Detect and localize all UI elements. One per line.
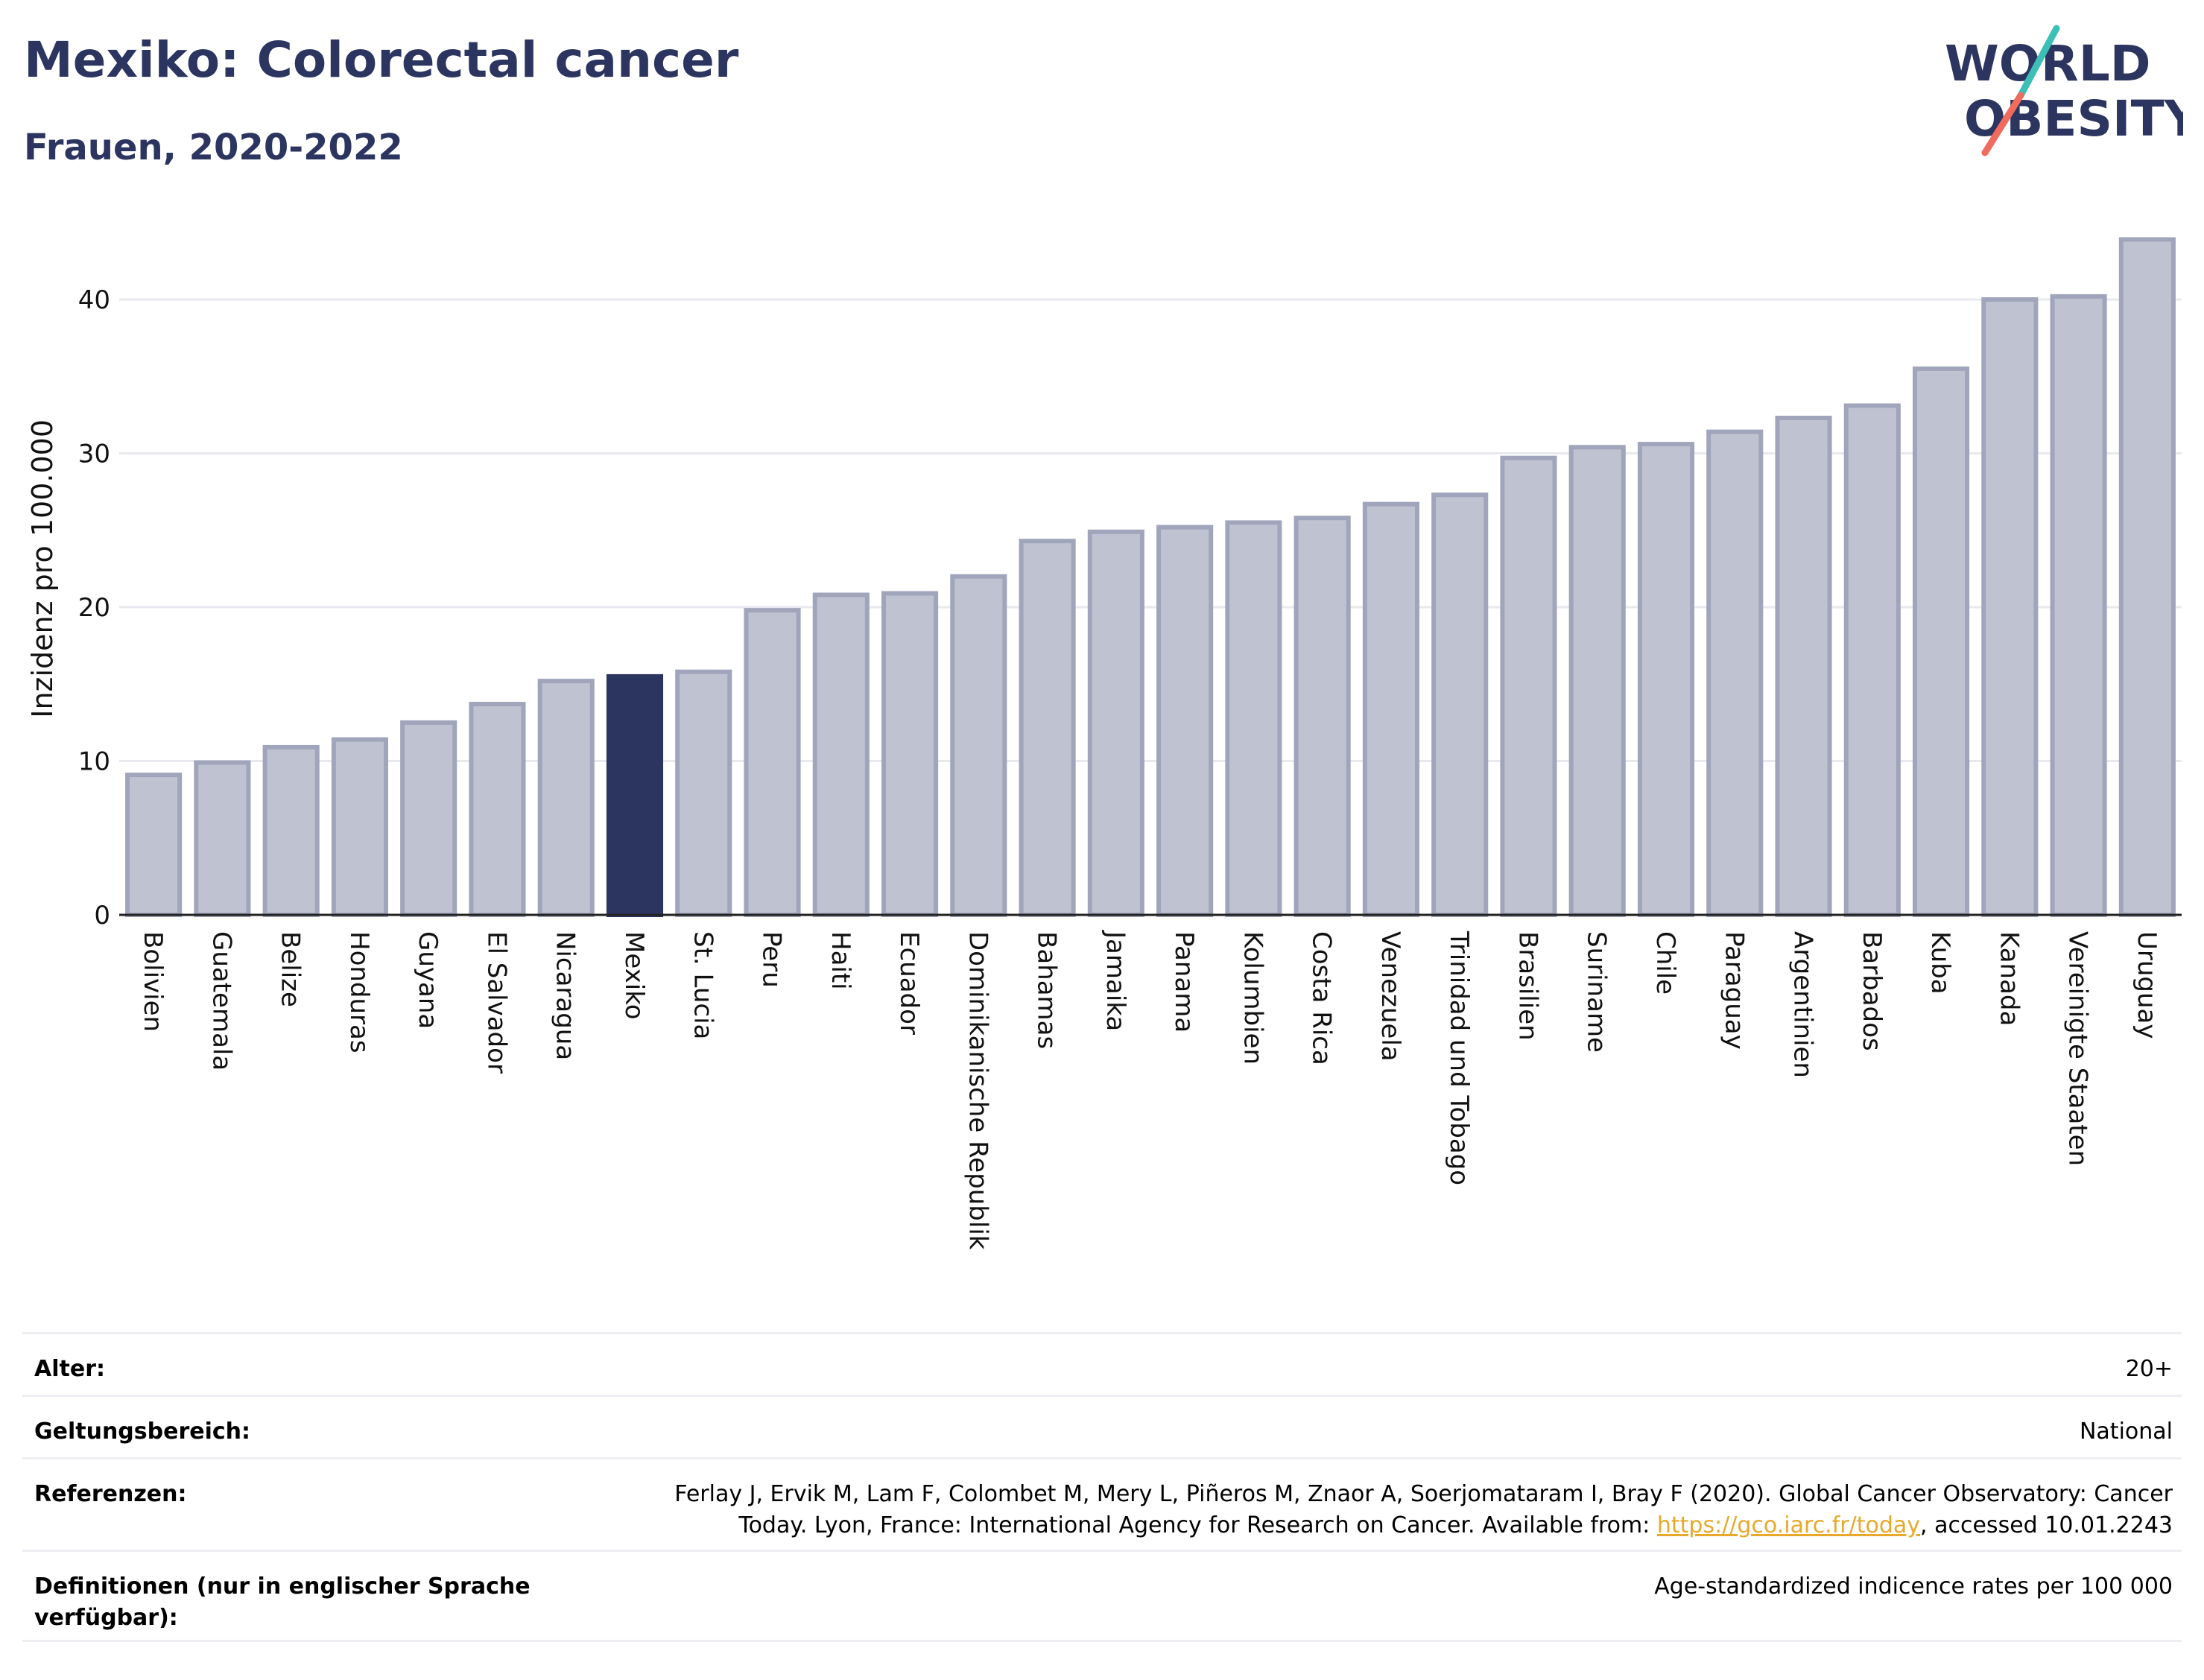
bar-ecuador[interactable]: [881, 591, 939, 917]
x-tick-label: Peru: [757, 931, 787, 988]
bar-guyana[interactable]: [400, 720, 457, 917]
y-axis-title: Inzidenz pro 100.000: [26, 419, 59, 718]
bar-uruguay[interactable]: [2118, 237, 2176, 917]
bar-kuba[interactable]: [1913, 366, 1970, 917]
x-tick-label: Paraguay: [1719, 931, 1749, 1050]
bar-guatemala[interactable]: [194, 760, 251, 917]
logo-line-2: OBESITY: [1964, 90, 2183, 148]
page-title: Mexiko: Colorectal cancer: [24, 31, 739, 89]
x-tick-label: Ecuador: [894, 931, 924, 1035]
bar-venezuela[interactable]: [1362, 501, 1419, 917]
x-tick-label: Dominikanische Republik: [963, 931, 992, 1250]
info-value-definitions: Age-standardized indicence rates per 100…: [1654, 1573, 2173, 1600]
bar-kolumbien[interactable]: [1225, 520, 1282, 917]
x-tick-label: El Salvador: [481, 931, 511, 1074]
bar-peru[interactable]: [744, 608, 801, 917]
info-value-references: Ferlay J, Ervik M, Lam F, Colombet M, Me…: [674, 1479, 2182, 1541]
x-tick-label: Nicaragua: [551, 931, 580, 1060]
reference-text-pre: Today. Lyon, France: International Agenc…: [738, 1512, 1657, 1538]
x-tick-label: Barbados: [1857, 931, 1887, 1051]
y-tick-label: 30: [78, 440, 110, 469]
bar-nicaragua[interactable]: [537, 679, 595, 917]
x-tick-label: Kuba: [1925, 931, 1955, 995]
bar-st-lucia[interactable]: [675, 669, 732, 917]
x-tick-label: Kolumbien: [1238, 931, 1267, 1065]
x-tick-label: Costa Rica: [1307, 931, 1337, 1065]
bar-dominikanische-republik[interactable]: [950, 574, 1007, 917]
info-value-age: 20+: [2125, 1356, 2173, 1382]
x-tick-label: Argentinien: [1788, 931, 1818, 1078]
info-row-definitions: Definitionen (nur in englischer Sprache …: [22, 1550, 2182, 1642]
y-tick-label: 20: [78, 593, 110, 623]
x-tick-label: Uruguay: [2132, 931, 2162, 1039]
bar-belize[interactable]: [262, 744, 320, 917]
x-tick-label: Mexiko: [619, 931, 649, 1020]
reference-text-post: , accessed 10.01.2243: [1920, 1512, 2173, 1538]
x-tick-label: Guyana: [413, 931, 443, 1029]
x-tick-label: Vereinigte Staaten: [2063, 931, 2093, 1166]
reference-line-2: Today. Lyon, France: International Agenc…: [674, 1510, 2173, 1541]
x-tick-label: Trinidad und Tobago: [1444, 931, 1474, 1185]
bar-honduras[interactable]: [331, 737, 388, 918]
bar-mexiko[interactable]: [606, 673, 664, 917]
y-tick-label: 0: [94, 901, 110, 931]
y-tick-label: 40: [78, 285, 110, 315]
x-tick-label: Jamaika: [1101, 930, 1130, 1031]
reference-link[interactable]: https://gco.iarc.fr/today: [1656, 1512, 1921, 1538]
bar-brasilien[interactable]: [1500, 455, 1557, 917]
x-tick-label: Kanada: [1994, 931, 2024, 1026]
info-row-scope: Geltungsbereich: National: [22, 1395, 2182, 1457]
page-subtitle: Frauen, 2020-2022: [24, 127, 403, 168]
bar-bahamas[interactable]: [1019, 539, 1076, 918]
world-obesity-logo: WORLD OBESITY: [1945, 25, 2183, 156]
x-tick-label: Chile: [1650, 931, 1680, 995]
x-tick-label: Guatemala: [206, 931, 236, 1071]
bar-kanada[interactable]: [1981, 297, 2039, 917]
bar-barbados[interactable]: [1843, 403, 1901, 917]
reference-line-1: Ferlay J, Ervik M, Lam F, Colombet M, Me…: [674, 1481, 2173, 1507]
info-value-scope: National: [2079, 1419, 2173, 1445]
x-tick-label: Belize: [276, 931, 305, 1007]
info-label-scope: Geltungsbereich:: [34, 1419, 251, 1445]
info-table: Alter: 20+ Geltungsbereich: National Ref…: [22, 1332, 2182, 1642]
x-tick-label: Venezuela: [1375, 931, 1405, 1062]
logo-slash-bottom: [1981, 92, 2024, 156]
x-tick-label: Bolivien: [138, 931, 168, 1032]
bar-bolivien[interactable]: [125, 773, 183, 917]
info-label-references: Referenzen:: [34, 1481, 187, 1507]
x-tick-label: Haiti: [826, 931, 855, 990]
x-tick-label: Bahamas: [1032, 931, 1062, 1049]
bar-trinidad-und-tobago[interactable]: [1431, 492, 1489, 917]
x-tick-label: Brasilien: [1513, 931, 1542, 1041]
bar-paraguay[interactable]: [1706, 429, 1764, 917]
bar-argentinien[interactable]: [1775, 416, 1832, 917]
info-label-definitions: Definitionen (nur in englischer Sprache …: [34, 1573, 531, 1631]
bar-vereinigte-staaten[interactable]: [2050, 294, 2107, 917]
bar-chart: 0 10 20 30 40 Inzidenz pro 100.000 Bolivien Gua…: [26, 237, 2182, 1250]
info-row-references: Referenzen: Ferlay J, Ervik M, Lam F, Co…: [22, 1457, 2182, 1550]
x-tick-label: Panama: [1169, 931, 1199, 1033]
bar-chile[interactable]: [1637, 442, 1695, 917]
bar-panama[interactable]: [1156, 524, 1214, 917]
bar-suriname[interactable]: [1568, 445, 1626, 917]
bar-el-salvador[interactable]: [469, 702, 526, 917]
bar-haiti[interactable]: [812, 592, 870, 917]
info-label-age: Alter:: [34, 1356, 105, 1382]
info-row-age: Alter: 20+: [22, 1332, 2182, 1395]
x-tick-label: St. Lucia: [688, 931, 718, 1039]
bar-jamaika[interactable]: [1087, 529, 1144, 917]
y-tick-label: 10: [78, 747, 110, 777]
x-tick-label: Suriname: [1582, 931, 1612, 1053]
bar-costa-rica[interactable]: [1293, 516, 1351, 917]
logo-slash-top: [2017, 25, 2060, 99]
x-tick-label: Honduras: [344, 931, 374, 1053]
